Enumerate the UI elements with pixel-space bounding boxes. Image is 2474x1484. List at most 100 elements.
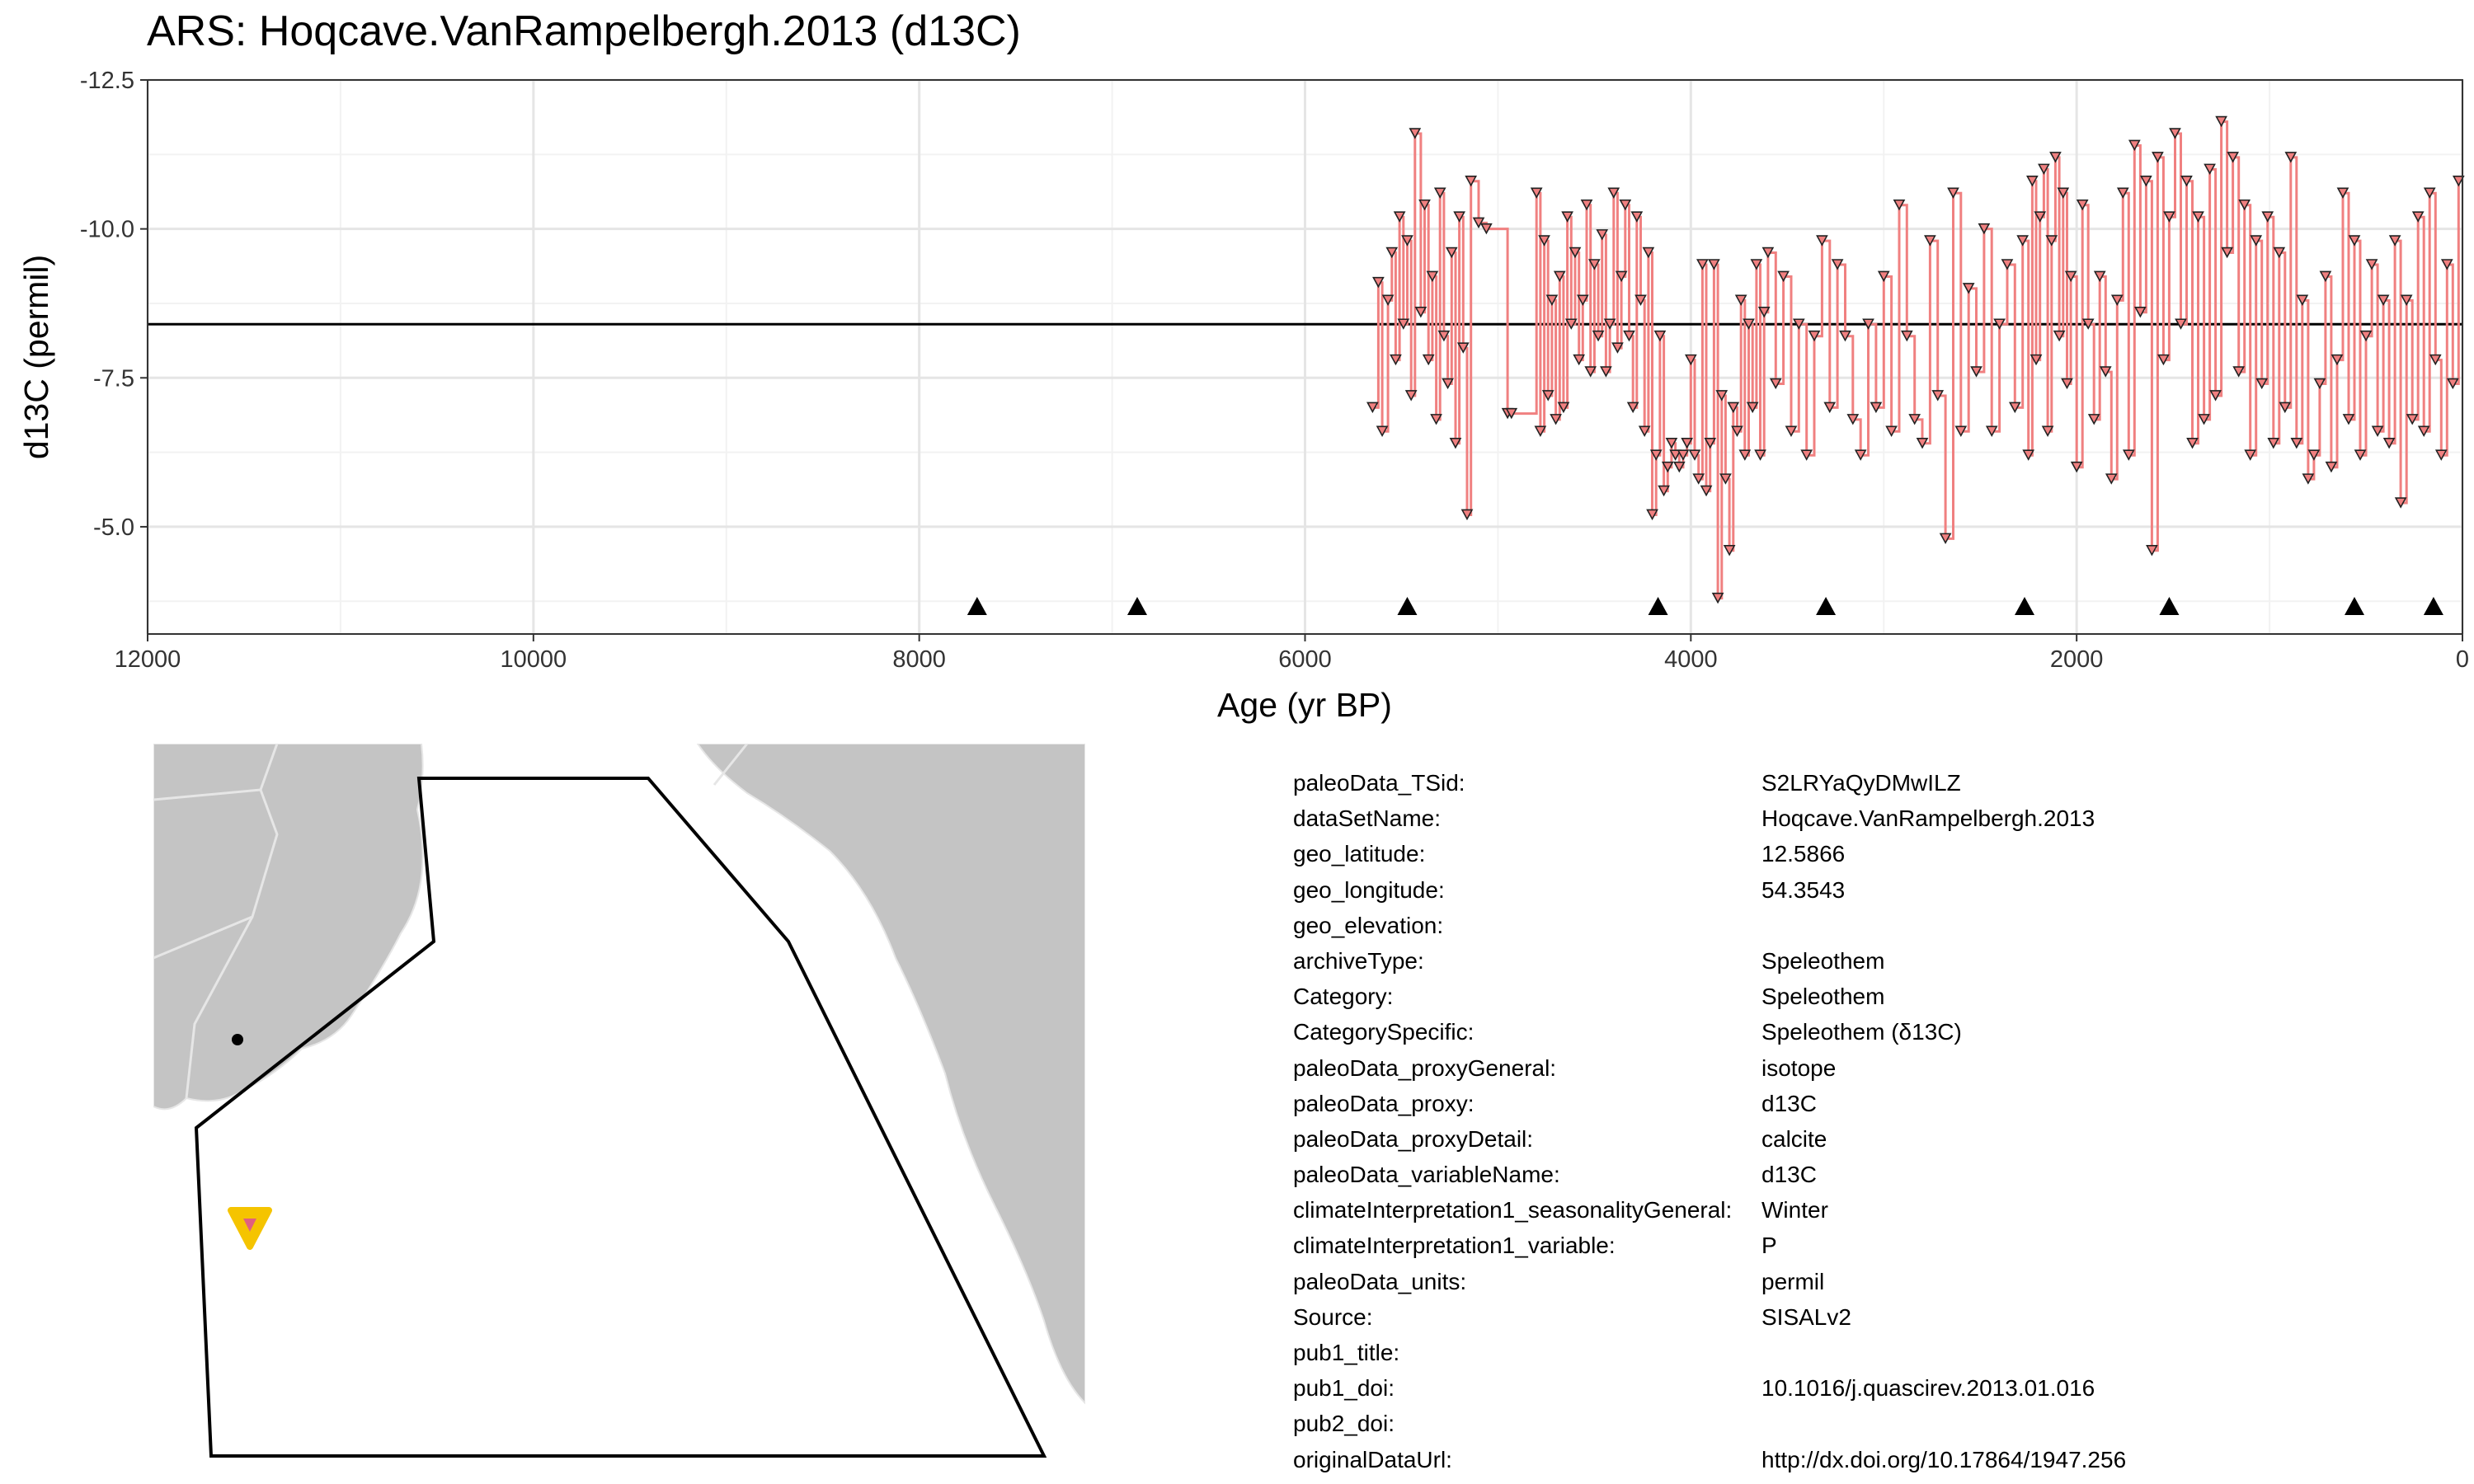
- metadata-key: geo_elevation:: [1293, 912, 1444, 938]
- data-point: [1757, 307, 1771, 318]
- data-point: [1376, 425, 1389, 437]
- data-point: [2452, 176, 2465, 187]
- metadata-value: P: [1761, 1233, 1777, 1259]
- data-point: [2319, 270, 2332, 283]
- chart-title: ARS: Hoqcave.VanRampelbergh.2013 (d13C): [147, 7, 1021, 55]
- data-point: [2336, 187, 2349, 199]
- metadata-value: Hoqcave.VanRampelbergh.2013: [1761, 805, 2095, 832]
- data-point: [2359, 330, 2373, 342]
- data-point: [1588, 259, 1601, 270]
- site-map: [153, 744, 1085, 1469]
- data-point: [2279, 402, 2292, 414]
- data-point: [1715, 390, 1729, 402]
- data-point: [2016, 235, 2030, 247]
- data-point: [1696, 259, 1709, 270]
- data-point: [2221, 247, 2233, 259]
- data-point: [2307, 449, 2321, 461]
- y-tick-label: -7.5: [93, 365, 134, 392]
- site-marker-inner: [243, 1219, 256, 1232]
- data-point: [1600, 366, 1612, 378]
- data-point: [1719, 473, 1732, 485]
- data-point: [1769, 378, 1782, 390]
- metadata-key: climateInterpretation1_variable:: [1293, 1233, 1616, 1259]
- data-point: [1437, 330, 1451, 342]
- data-point: [1557, 402, 1570, 414]
- data-point: [1505, 407, 1518, 420]
- data-point: [1623, 330, 1635, 342]
- metadata-key: paleoData_TSid:: [1293, 770, 1465, 796]
- data-point: [2296, 294, 2309, 307]
- data-point: [1366, 402, 1379, 414]
- data-point: [2008, 402, 2021, 414]
- data-point: [1442, 378, 1454, 390]
- data-point: [1754, 449, 1766, 461]
- data-point: [2152, 152, 2164, 163]
- metadata-key: geo_latitude:: [1293, 841, 1426, 867]
- data-point: [1823, 402, 1837, 414]
- data-point: [1465, 176, 1478, 187]
- data-point: [2030, 354, 2043, 366]
- data-point: [1545, 294, 1559, 307]
- data-point: [2354, 449, 2367, 461]
- data-point: [2045, 235, 2058, 247]
- data-point: [2140, 176, 2152, 187]
- data-point: [1449, 437, 1462, 449]
- data-point: [1460, 509, 1474, 521]
- reference-dot: [232, 1034, 243, 1045]
- data-point: [1985, 425, 1998, 437]
- data-point: [2417, 425, 2430, 437]
- y-axis: -12.5 -10.0 -7.5 -5.0: [80, 68, 148, 541]
- data-point: [1924, 235, 1936, 247]
- data-point: [2081, 318, 2095, 330]
- data-point: [1422, 354, 1435, 366]
- metadata-value: Speleothem: [1761, 984, 1885, 1010]
- metadata-key: dataSetName:: [1293, 805, 1441, 832]
- data-point: [1541, 390, 1554, 402]
- metadata-key: pub1_title:: [1293, 1340, 1400, 1365]
- data-point: [1596, 229, 1609, 241]
- data-point: [2057, 187, 2070, 199]
- data-point: [1611, 342, 1624, 354]
- data-point: [1738, 449, 1752, 461]
- data-point: [1993, 318, 2006, 330]
- data-point: [1401, 235, 1413, 247]
- chron-marker: [2159, 597, 2180, 615]
- data-point: [1877, 270, 1890, 283]
- data-point: [1538, 235, 1550, 247]
- chron-marker: [1126, 597, 1147, 615]
- data-point: [1916, 437, 1929, 449]
- y-axis-title: d13C (permil): [17, 255, 55, 459]
- data-point: [1426, 270, 1439, 283]
- data-point: [2209, 390, 2222, 402]
- data-point: [2250, 235, 2263, 247]
- metadata-key: geo_longitude:: [1293, 876, 1445, 903]
- data-point: [2446, 378, 2459, 390]
- data-point: [1931, 390, 1945, 402]
- data-point: [2273, 247, 2286, 259]
- data-point: [2001, 259, 2014, 270]
- metadata-value: 54.3543: [1761, 876, 1846, 903]
- data-point: [1607, 187, 1620, 199]
- data-point: [1750, 259, 1763, 270]
- data-point: [1619, 199, 1632, 211]
- data-point: [1603, 318, 1616, 330]
- data-point: [2429, 354, 2442, 366]
- data-point: [1550, 414, 1562, 425]
- data-point: [1708, 259, 1720, 270]
- metadata-key: paleoData_proxyGeneral:: [1293, 1054, 1557, 1081]
- data-point: [1634, 294, 1647, 307]
- data-point: [1800, 449, 1813, 461]
- data-point: [1418, 199, 1431, 211]
- x-tick-label: 12000: [115, 646, 181, 673]
- metadata-value: isotope: [1761, 1054, 1837, 1081]
- data-point: [1808, 330, 1821, 342]
- data-point: [1688, 449, 1701, 461]
- data-point: [1669, 449, 1681, 461]
- metadata-key: Source:: [1293, 1303, 1373, 1330]
- data-point: [1564, 318, 1578, 330]
- data-point: [1409, 128, 1422, 139]
- data-point: [1743, 318, 1755, 330]
- chron-marker: [1816, 597, 1837, 615]
- data-point: [2284, 152, 2298, 163]
- data-point: [1700, 485, 1713, 497]
